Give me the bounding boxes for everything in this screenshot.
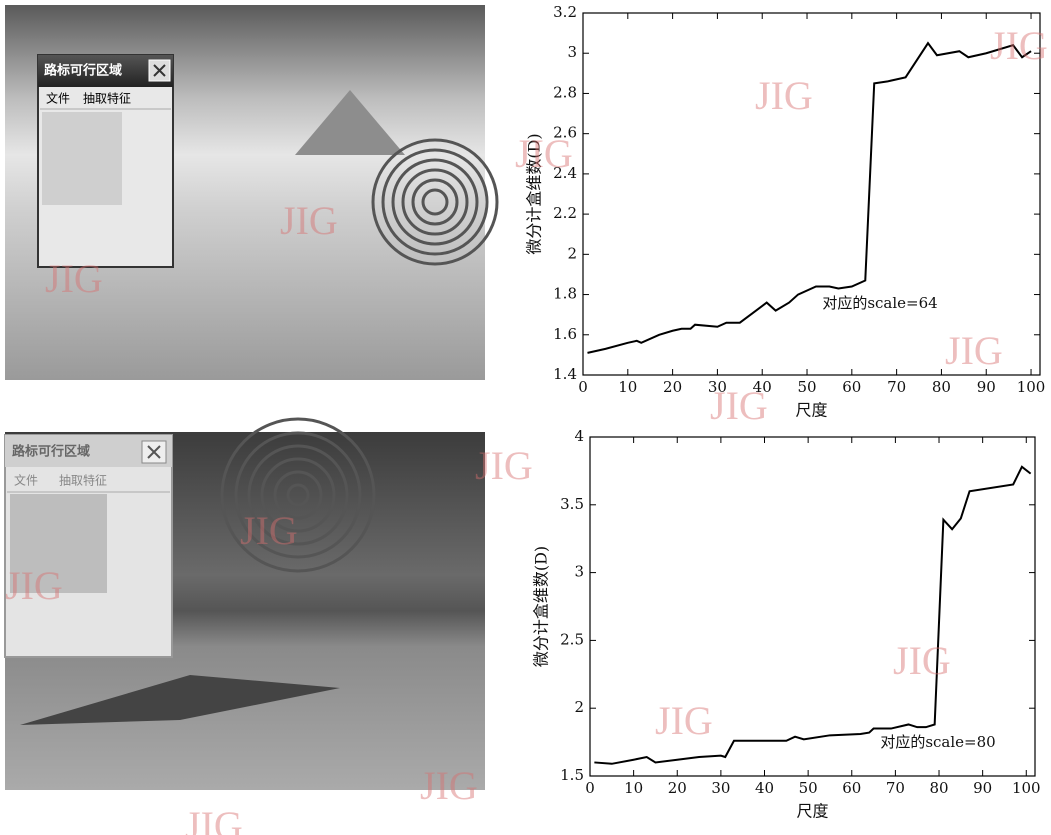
x-tick-label: 10 [624, 779, 643, 797]
y-tick-label: 1.6 [553, 325, 577, 343]
y-tick-label: 3 [574, 563, 584, 581]
window-title: 路标可行区域 [12, 444, 90, 460]
thumbnail [42, 112, 122, 205]
x-tick-label: 70 [886, 779, 905, 797]
x-tick-label: 30 [711, 779, 730, 797]
watermark: JIG [280, 198, 338, 243]
x-tick-label: 20 [663, 378, 682, 396]
menu-item[interactable]: 抽取特征 [59, 473, 107, 488]
x-tick-label: 20 [668, 779, 687, 797]
watermark: JIG [420, 763, 478, 808]
x-tick-label: 50 [797, 378, 816, 396]
menu-item[interactable]: 文件 [14, 473, 38, 488]
y-tick-label: 2.5 [560, 630, 584, 648]
x-tick-label: 100 [1012, 779, 1041, 797]
y-tick-label: 3.2 [553, 3, 577, 21]
watermark: JIG [45, 256, 103, 301]
watermark: JIG [240, 508, 298, 553]
window-title: 路标可行区域 [44, 63, 122, 79]
watermark: JIG [990, 23, 1048, 68]
x-tick-label: 40 [755, 779, 774, 797]
x-axis-label: 尺度 [795, 401, 827, 420]
y-tick-label: 2.2 [553, 204, 577, 222]
x-tick-label: 0 [585, 779, 595, 797]
figure: 路标可行区域 文件 抽取特征 路标可行区域 文件 抽取特征 1.4 1.6 1.8 2… [0, 0, 1051, 835]
annotation: 对应的scale=80 [880, 733, 995, 751]
x-tick-label: 90 [977, 378, 996, 396]
x-tick-label: 0 [578, 378, 588, 396]
x-tick-label: 50 [799, 779, 818, 797]
watermark: JIG [755, 73, 813, 118]
y-tick-label: 1.5 [560, 766, 584, 784]
menu-item[interactable]: 文件 [46, 91, 70, 106]
annotation: 对应的scale=64 [822, 294, 937, 312]
y-tick-label: 1.8 [553, 285, 577, 303]
y-axis-label: 微分计盒维数(D) [532, 546, 551, 667]
x-tick-label: 60 [842, 378, 861, 396]
y-tick-label: 3 [567, 43, 577, 61]
x-tick-label: 80 [932, 378, 951, 396]
window: 路标可行区域 文件 抽取特征 [38, 55, 173, 267]
watermark: JIG [710, 383, 768, 428]
y-tick-label: 2.8 [553, 83, 577, 101]
y-tick-label: 2 [567, 244, 577, 262]
x-tick-label: 70 [887, 378, 906, 396]
watermark: JIG [475, 443, 533, 488]
menu-item[interactable]: 抽取特征 [83, 91, 131, 106]
window: 路标可行区域 文件 抽取特征 [5, 435, 172, 657]
y-tick-label: 3.5 [560, 495, 584, 513]
watermark: JIG [5, 563, 63, 608]
y-tick-label: 1.4 [553, 365, 577, 383]
watermark: JIG [515, 131, 573, 176]
x-axis-label: 尺度 [796, 802, 828, 821]
x-tick-label: 10 [618, 378, 637, 396]
plot-frame [583, 13, 1040, 375]
x-tick-label: 80 [929, 779, 948, 797]
watermark: JIG [945, 328, 1003, 373]
watermark: JIG [893, 638, 951, 683]
y-tick-label: 2 [574, 698, 584, 716]
y-tick-label: 4 [574, 427, 584, 445]
x-tick-label: 100 [1017, 378, 1046, 396]
watermark: JIG [655, 698, 713, 743]
x-tick-label: 60 [842, 779, 861, 797]
watermark: JIG [185, 803, 243, 835]
x-tick-label: 90 [973, 779, 992, 797]
